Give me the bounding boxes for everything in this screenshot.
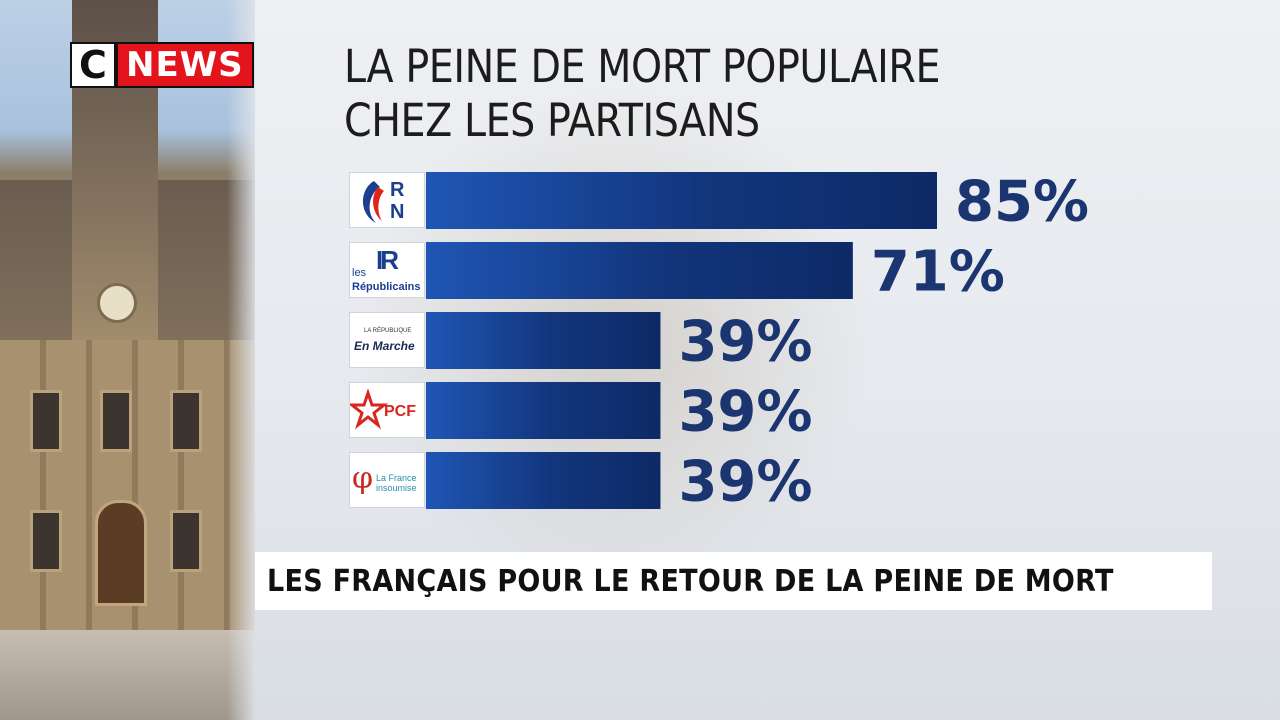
clock-icon <box>97 283 137 323</box>
lrem-logo: LA RÉPUBLIQUE En Marche <box>349 312 425 368</box>
photo-window <box>170 510 202 572</box>
value-label-5: 39% <box>678 450 812 515</box>
background-photo <box>0 0 255 720</box>
lr-logo-les: les <box>352 267 367 279</box>
banner-headline: LES FRANÇAIS POUR LE RETOUR DE LA PEINE … <box>267 563 1114 599</box>
rn-flame-icon <box>363 181 384 223</box>
photo-fade <box>227 0 255 720</box>
chart-title-line-1: LA PEINE DE MORT POPULAIRE <box>344 40 941 93</box>
value-label-2: 71% <box>871 240 1005 305</box>
pcf-star-icon <box>350 388 389 430</box>
bar-1 <box>426 172 937 229</box>
photo-ground <box>0 630 255 720</box>
value-label-4: 39% <box>678 380 812 445</box>
lrem-logo-top: LA RÉPUBLIQUE <box>364 328 412 334</box>
photo-window <box>30 510 62 572</box>
bar-2 <box>426 242 853 299</box>
chart-title-line-2: CHEZ LES PARTISANS <box>344 94 760 147</box>
channel-logo-news: NEWS <box>116 42 254 88</box>
lower-third-banner: LES FRANÇAIS POUR LE RETOUR DE LA PEINE … <box>255 552 1212 610</box>
bar-5 <box>426 452 661 509</box>
rn-logo-n: N <box>390 201 405 223</box>
lfi-logo-line1: La France <box>376 473 417 483</box>
value-label-3: 39% <box>678 310 812 375</box>
channel-logo-c: C <box>70 42 116 88</box>
chart-title: LA PEINE DE MORT POPULAIRE CHEZ LES PART… <box>344 40 960 148</box>
photo-window <box>30 390 62 452</box>
rn-logo-r: R <box>390 179 405 201</box>
lfi-phi-icon: φ <box>352 461 374 496</box>
lr-logo: IR les Républicains <box>349 242 425 298</box>
value-label-1: 85% <box>955 170 1089 235</box>
photo-window <box>100 390 132 452</box>
lrem-logo-main: En Marche <box>354 339 415 353</box>
lr-logo-republicains: Républicains <box>352 281 421 293</box>
pcf-logo: PCF <box>349 382 425 438</box>
photo-door <box>95 500 147 606</box>
bar-3 <box>426 312 661 369</box>
lr-logo-mark: IR <box>376 245 399 275</box>
bar-4 <box>426 382 661 439</box>
photo-window <box>170 390 202 452</box>
channel-logo: C NEWS <box>70 42 254 88</box>
pcf-logo-text: PCF <box>384 403 416 420</box>
rn-logo: R N <box>349 172 425 228</box>
lfi-logo: φ La France insoumise <box>349 452 425 508</box>
lfi-logo-line2: insoumise <box>376 483 417 493</box>
